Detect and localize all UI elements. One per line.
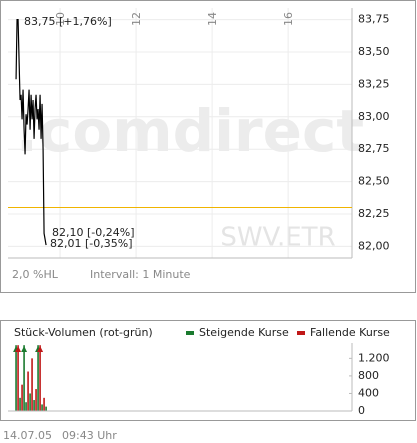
volume-bar	[39, 345, 41, 411]
y-tick-label: 82,75	[358, 142, 390, 155]
annotation: 82,01 [-0,35%]	[50, 237, 132, 250]
watermark: .comdirect	[16, 97, 364, 165]
y-tick-label: 0	[358, 404, 365, 417]
symbol-watermark: SWV.ETR	[220, 223, 335, 253]
volume-bar	[23, 345, 25, 411]
volume-bar	[41, 404, 43, 411]
volume-bar	[15, 345, 17, 411]
x-tick-label: 16	[282, 12, 295, 26]
volume-bar	[31, 358, 33, 411]
volume-bar	[35, 389, 37, 411]
annotation: 82,10 [-0,24%]	[52, 226, 134, 239]
y-tick-label: 83,00	[358, 110, 390, 123]
volume-bar	[45, 406, 47, 411]
overflow-arrow	[37, 346, 44, 352]
overflow-arrow	[15, 346, 22, 352]
y-tick-label: 83,50	[358, 45, 390, 58]
y-tick-label: 82,50	[358, 175, 390, 188]
y-tick-label: 82,00	[358, 239, 390, 252]
footer-time: 09:43 Uhr	[62, 429, 117, 442]
legend-label: Fallende Kurse	[310, 326, 390, 339]
interval-label: Intervall: 1 Minute	[90, 268, 191, 281]
volume-bar	[27, 371, 29, 411]
volume-bar	[19, 397, 21, 411]
x-tick-label: 10	[54, 12, 67, 26]
price-line	[15, 19, 47, 246]
volume-title: Stück-Volumen (rot-grün)	[14, 326, 153, 339]
x-tick-label: 12	[130, 12, 143, 26]
y-tick-label: 83,75	[358, 13, 390, 26]
annotation: 83,75 [+1,76%]	[24, 15, 112, 28]
volume-bar	[21, 384, 23, 411]
x-tick-label: 14	[206, 12, 219, 26]
legend-swatch	[186, 331, 194, 335]
y-tick-label: 1.200	[358, 351, 390, 364]
volume-panel	[0, 320, 416, 421]
legend-swatch	[297, 331, 305, 335]
y-tick-label: 800	[358, 369, 379, 382]
footer-date: 14.07.05	[3, 429, 52, 442]
volume-bar	[33, 400, 35, 411]
volume-bar	[25, 402, 27, 411]
y-tick-label: 82,25	[358, 207, 390, 220]
volume-bar	[43, 397, 45, 411]
y-tick-label: 83,25	[358, 77, 390, 90]
overflow-arrow	[21, 346, 28, 352]
range-label: 2,0 %HL	[12, 268, 59, 281]
volume-bar	[29, 393, 31, 411]
price-panel	[0, 0, 416, 293]
legend-label: Steigende Kurse	[199, 326, 289, 339]
volume-bar	[37, 345, 39, 411]
y-tick-label: 400	[358, 386, 379, 399]
volume-bar	[17, 345, 19, 411]
